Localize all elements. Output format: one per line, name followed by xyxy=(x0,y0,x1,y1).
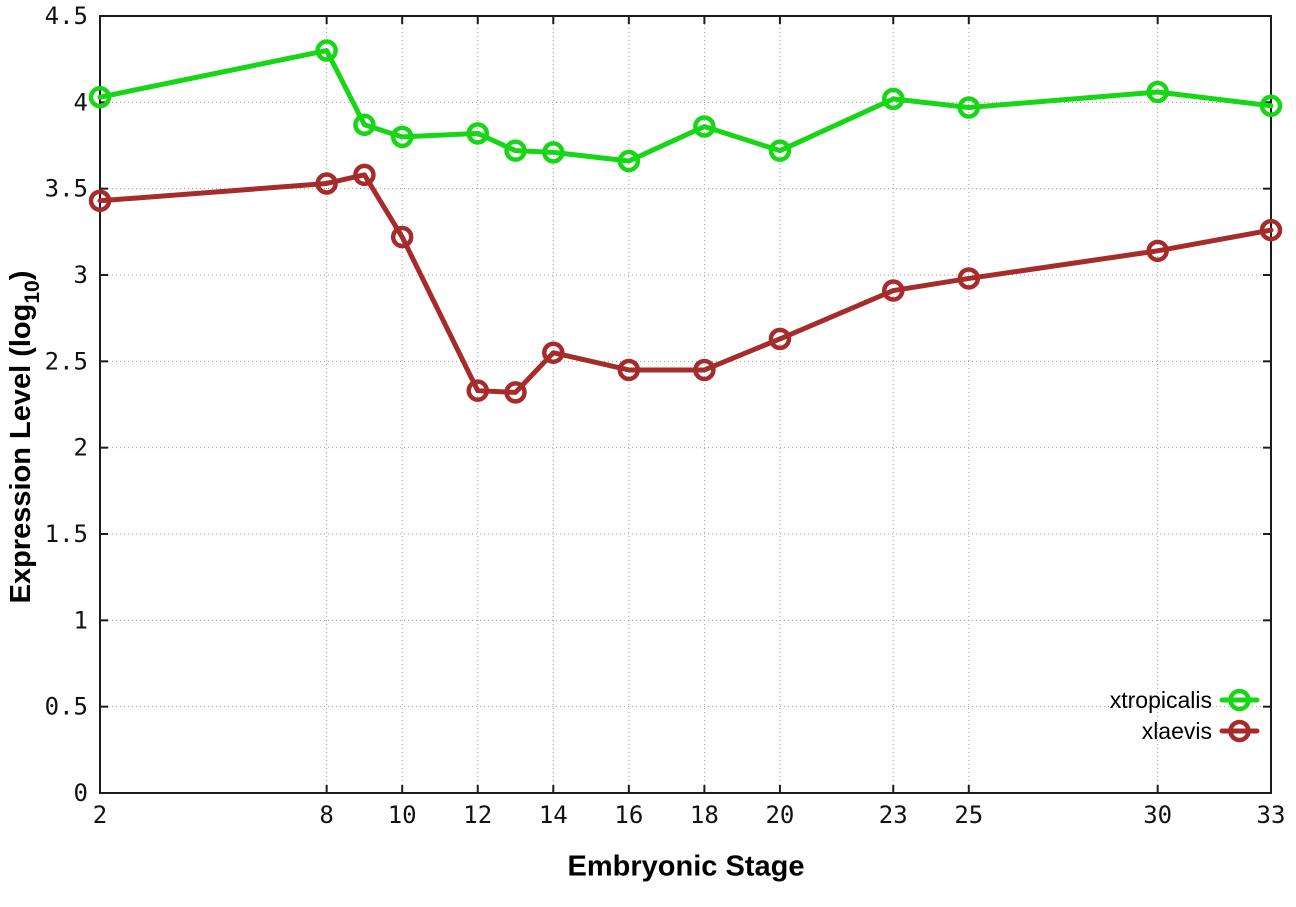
y-tick-label: 3 xyxy=(74,261,88,289)
data-point-xtropicalis xyxy=(88,85,112,109)
x-tick-label: 20 xyxy=(765,801,794,829)
x-tick-label: 10 xyxy=(388,801,417,829)
x-tick-label: 8 xyxy=(319,801,333,829)
data-point-xlaevis xyxy=(88,189,112,213)
legend-marker-xtropicalis xyxy=(1228,688,1251,712)
data-point-xtropicalis xyxy=(957,96,981,119)
y-axis-title: Expression Level (log10) xyxy=(5,270,44,604)
y-tick-label: 4.5 xyxy=(45,2,88,30)
data-point-xtropicalis xyxy=(315,39,338,62)
legend-marker-xlaevis xyxy=(1228,719,1251,743)
data-point-xtropicalis xyxy=(1146,80,1169,104)
y-tick-label: 4 xyxy=(74,88,88,116)
data-point-xlaevis xyxy=(768,327,792,351)
data-point-xlaevis xyxy=(542,341,565,364)
y-axis-title-close: ) xyxy=(5,270,38,281)
data-point-xlaevis xyxy=(693,358,716,382)
data-point-xtropicalis xyxy=(617,149,641,173)
data-point-xlaevis xyxy=(504,381,527,404)
data-point-xtropicalis xyxy=(1259,94,1283,118)
data-point-xtropicalis xyxy=(542,141,565,164)
data-point-xlaevis xyxy=(1146,239,1169,263)
data-point-xlaevis xyxy=(617,358,641,382)
y-tick-label: 2 xyxy=(74,434,88,462)
x-tick-label: 12 xyxy=(463,801,492,829)
y-tick-label: 0.5 xyxy=(45,693,88,721)
plot-border xyxy=(99,15,1272,794)
x-tick-label: 23 xyxy=(879,801,908,829)
data-point-xlaevis xyxy=(315,172,338,195)
y-tick-label: 1.5 xyxy=(45,520,88,548)
series-line-xlaevis xyxy=(97,172,1274,395)
data-point-xlaevis xyxy=(957,267,981,290)
data-point-xtropicalis xyxy=(353,113,376,137)
y-tick-label: 0 xyxy=(74,779,88,807)
y-axis-title-subscript: 10 xyxy=(20,280,44,304)
x-tick-label: 33 xyxy=(1257,801,1286,829)
data-point-xlaevis xyxy=(353,163,376,187)
data-point-xtropicalis xyxy=(882,87,905,111)
x-axis-title: Embryonic Stage xyxy=(567,850,805,883)
legend-label-xlaevis: xlaevis xyxy=(1142,718,1212,744)
x-tick-label: 14 xyxy=(539,801,568,829)
x-tick-label: 16 xyxy=(614,801,643,829)
x-tick-label: 2 xyxy=(93,801,107,829)
series-line-xtropicalis xyxy=(97,48,1274,164)
y-tick-label: 3.5 xyxy=(45,175,88,203)
x-tick-label: 25 xyxy=(954,801,983,829)
legend-label-xtropicalis: xtropicalis xyxy=(1110,687,1212,713)
data-point-xlaevis xyxy=(466,379,489,402)
data-point-xtropicalis xyxy=(504,139,527,162)
data-point-xlaevis xyxy=(1259,218,1283,242)
x-tick-label: 18 xyxy=(690,801,719,829)
data-point-xtropicalis xyxy=(693,115,716,138)
y-tick-label: 1 xyxy=(74,606,88,634)
y-tick-label: 2.5 xyxy=(45,347,88,375)
data-point-xlaevis xyxy=(882,279,905,302)
data-point-xlaevis xyxy=(390,225,414,249)
y-axis-title-text: Expression Level (log xyxy=(5,303,38,604)
x-tick-label: 30 xyxy=(1143,801,1172,829)
data-point-xtropicalis xyxy=(466,122,489,145)
data-point-xtropicalis xyxy=(768,139,792,162)
data-point-xtropicalis xyxy=(390,125,414,149)
